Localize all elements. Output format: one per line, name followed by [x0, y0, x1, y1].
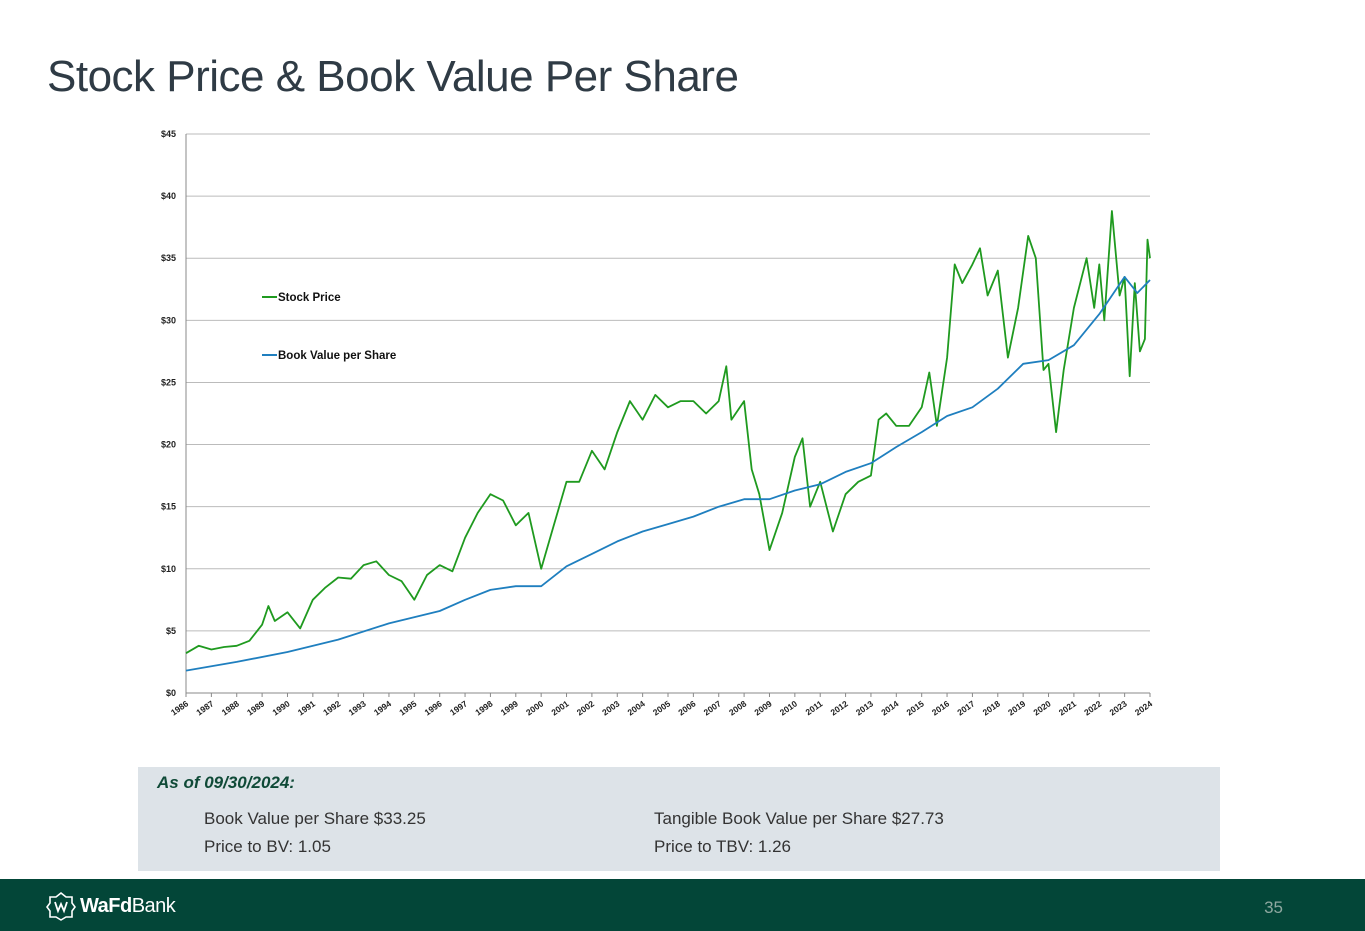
x-tick-label: 2006 — [676, 698, 697, 717]
x-tick-label: 2009 — [752, 698, 773, 717]
info-panel: As of 09/30/2024: Book Value per Share $… — [138, 767, 1220, 871]
slide-title: Stock Price & Book Value Per Share — [47, 52, 739, 101]
page-number: 35 — [1264, 898, 1283, 917]
x-tick-label: 1991 — [296, 698, 317, 717]
x-tick-label: 2001 — [549, 698, 570, 717]
logo-light: Bank — [131, 895, 176, 917]
x-tick-label: 2018 — [981, 698, 1002, 717]
x-tick-label: 1993 — [346, 698, 367, 717]
x-tick-label: 1997 — [448, 698, 469, 717]
y-tick-label: $5 — [166, 626, 176, 636]
legend-label: Book Value per Share — [278, 350, 396, 362]
legend-label: Stock Price — [278, 292, 341, 304]
x-tick-label: 1992 — [321, 698, 342, 717]
panel-item: Tangible Book Value per Share $27.73 — [654, 809, 944, 828]
x-tick-label: 2007 — [702, 698, 723, 717]
x-tick-label: 2017 — [955, 698, 976, 717]
x-tick-label: 2002 — [575, 698, 596, 717]
x-tick-label: 2008 — [727, 698, 748, 717]
footer: WaFdBank 35 — [0, 879, 1365, 931]
y-tick-label: $40 — [161, 191, 176, 201]
x-tick-label: 2019 — [1006, 698, 1027, 717]
x-tick-label: 2013 — [854, 698, 875, 717]
x-tick-label: 2004 — [626, 698, 647, 717]
chart: $0 $5 $10 $15 $20 $25 $30 $35 $40 $45 1986 1987 1988… — [161, 129, 1154, 717]
x-tick-label: 1994 — [372, 698, 393, 717]
x-tick-label: 2024 — [1133, 698, 1154, 717]
logo-icon — [46, 891, 76, 921]
panel-item: Price to BV: 1.05 — [204, 837, 331, 856]
x-tick-label: 2005 — [651, 698, 672, 717]
x-tick-label: 2011 — [804, 698, 825, 717]
x-tick-label: 1987 — [194, 698, 215, 717]
x-tick-label: 2000 — [524, 698, 545, 717]
logo-bold: WaFd — [80, 895, 132, 917]
x-tick-label: 2003 — [600, 698, 621, 717]
x-tick-label: 2010 — [778, 698, 799, 717]
x-tick-label: 1986 — [169, 698, 190, 717]
x-tick-label: 2015 — [905, 698, 926, 717]
x-tick-label: 1996 — [423, 698, 444, 717]
line — [185, 210, 1151, 654]
line — [185, 276, 1151, 672]
logo-text: WaFdBank — [80, 895, 176, 918]
y-tick-label: $15 — [161, 502, 176, 512]
x-tick-label: 2023 — [1108, 698, 1129, 717]
panel-heading: As of 09/30/2024: — [157, 773, 295, 792]
x-tick-label: 1988 — [220, 698, 241, 717]
x-tick-label: 2014 — [879, 698, 900, 717]
y-tick-label: $25 — [161, 377, 176, 387]
panel-item: Price to TBV: 1.26 — [654, 837, 792, 856]
x-tick-label: 2021 — [1057, 698, 1078, 717]
panel-item: Book Value per Share $33.25 — [204, 809, 426, 828]
x-tick-label: 1989 — [245, 698, 266, 717]
y-tick-label: $35 — [161, 253, 176, 263]
y-tick-label: $45 — [161, 129, 176, 139]
y-tick-label: $20 — [161, 440, 176, 450]
x-tick-label: 2020 — [1031, 698, 1052, 717]
y-tick-label: $10 — [161, 564, 176, 574]
x-tick-label: 1990 — [270, 698, 291, 717]
y-tick-label: $0 — [166, 688, 176, 698]
y-tick-label: $30 — [161, 315, 176, 325]
x-tick-label: 1999 — [499, 698, 520, 717]
x-tick-label: 2022 — [1082, 698, 1103, 717]
x-tick-label: 1995 — [397, 698, 418, 717]
x-tick-label: 2016 — [930, 698, 951, 717]
x-tick-label: 2012 — [828, 698, 849, 717]
x-tick-label: 1998 — [473, 698, 494, 717]
